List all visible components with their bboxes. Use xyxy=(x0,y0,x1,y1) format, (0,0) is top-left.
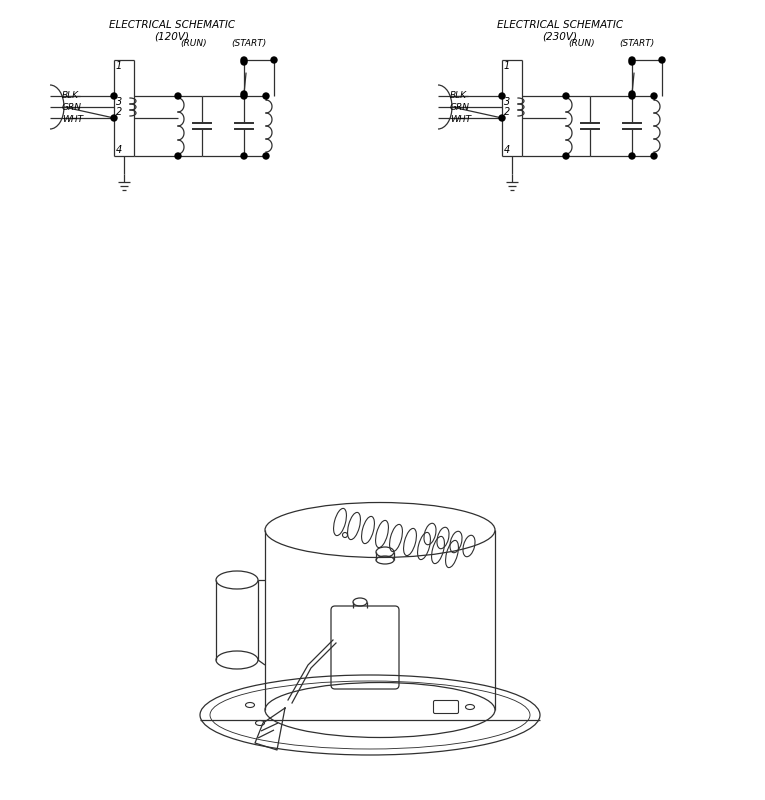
Text: GRN: GRN xyxy=(450,102,470,111)
Circle shape xyxy=(241,153,247,159)
Text: 1: 1 xyxy=(504,61,510,71)
Text: 3: 3 xyxy=(504,97,510,107)
Circle shape xyxy=(241,93,247,99)
Circle shape xyxy=(499,93,505,99)
Text: 4: 4 xyxy=(116,145,122,155)
Circle shape xyxy=(629,57,635,63)
Circle shape xyxy=(499,115,505,121)
Circle shape xyxy=(563,93,569,99)
Circle shape xyxy=(111,115,117,121)
Text: WHT: WHT xyxy=(62,114,83,123)
Circle shape xyxy=(175,153,181,159)
Circle shape xyxy=(241,91,247,97)
Circle shape xyxy=(629,59,635,65)
Circle shape xyxy=(629,153,635,159)
Text: (START): (START) xyxy=(620,39,655,48)
Text: (RUN): (RUN) xyxy=(568,39,595,48)
Circle shape xyxy=(659,57,665,63)
Text: BLK: BLK xyxy=(62,90,79,99)
Text: ELECTRICAL SCHEMATIC
(230V): ELECTRICAL SCHEMATIC (230V) xyxy=(497,20,623,42)
Text: ELECTRICAL SCHEMATIC
(120V): ELECTRICAL SCHEMATIC (120V) xyxy=(109,20,235,42)
Text: 4: 4 xyxy=(504,145,510,155)
Circle shape xyxy=(629,93,635,99)
Text: BLK: BLK xyxy=(450,90,467,99)
Circle shape xyxy=(629,91,635,97)
Circle shape xyxy=(111,93,117,99)
Circle shape xyxy=(263,153,269,159)
Circle shape xyxy=(563,153,569,159)
Text: GRN: GRN xyxy=(62,102,82,111)
Circle shape xyxy=(271,57,277,63)
Text: 3: 3 xyxy=(116,97,122,107)
Text: (RUN): (RUN) xyxy=(181,39,207,48)
Text: 1: 1 xyxy=(116,61,122,71)
Text: 2: 2 xyxy=(116,107,122,117)
Circle shape xyxy=(241,57,247,63)
Circle shape xyxy=(175,93,181,99)
Circle shape xyxy=(241,59,247,65)
Text: WHT: WHT xyxy=(450,114,471,123)
Circle shape xyxy=(651,93,657,99)
Circle shape xyxy=(263,93,269,99)
Text: (START): (START) xyxy=(231,39,267,48)
Text: 2: 2 xyxy=(504,107,510,117)
Circle shape xyxy=(651,153,657,159)
